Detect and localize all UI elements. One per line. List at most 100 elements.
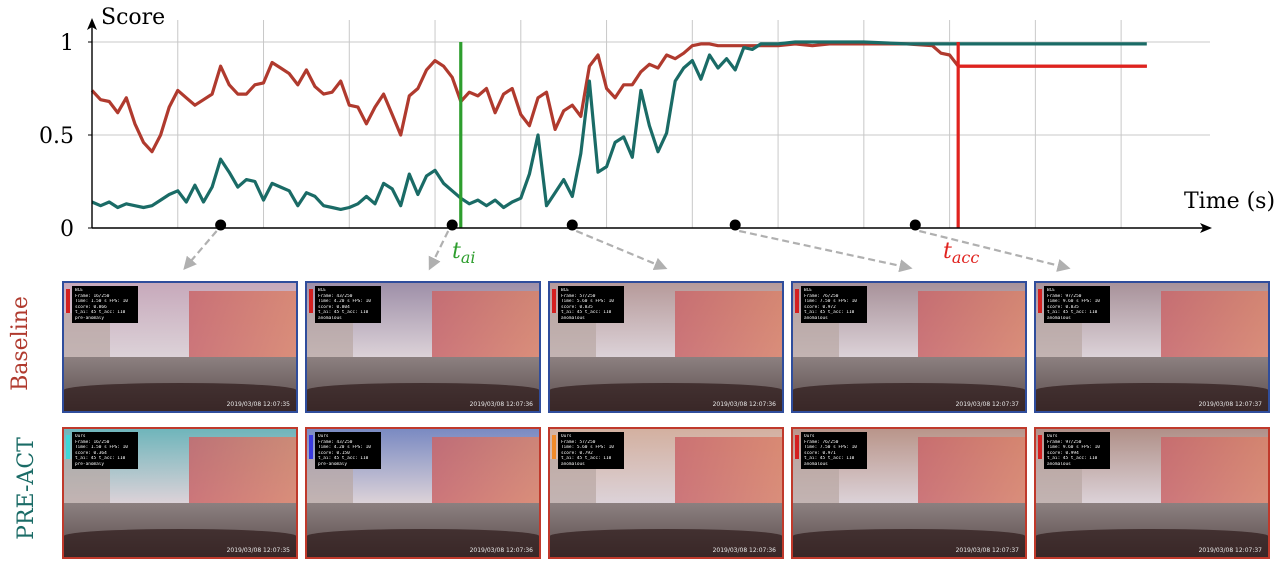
keyframe-arrow xyxy=(428,230,450,271)
score-bar xyxy=(795,289,799,313)
dashcam-scene xyxy=(550,429,782,557)
info-line: anomalous xyxy=(804,315,828,321)
dashcam-scene xyxy=(1036,429,1268,557)
marker-label-ai: tai xyxy=(452,239,476,267)
event-markers: tai tacc xyxy=(452,42,1147,267)
frame-timestamp: 2019/03/08 12:07:36 xyxy=(712,401,776,408)
info-line: anomalous xyxy=(561,461,585,467)
info-line: Frame: 16/250 xyxy=(75,439,110,445)
frame-timestamp: 2019/03/08 12:07:35 xyxy=(226,401,290,408)
info-line: t_ai: 45 t_acc: 110 xyxy=(318,456,369,461)
series-line-1 xyxy=(91,40,1147,211)
info-line: t_ai: 45 t_acc: 110 xyxy=(804,456,855,461)
grid-lines xyxy=(91,20,1210,228)
ours-frame: Ours Frame: 16/250 Time: 1.50 s FPS: 10 sco… xyxy=(62,427,298,559)
frame-timestamp: 2019/03/08 12:07:37 xyxy=(1198,547,1262,554)
info-line: Frame: 57/250 xyxy=(561,439,596,445)
info-line: BCE xyxy=(318,288,326,293)
info-line: score: 0.364 xyxy=(75,450,107,456)
info-line: Time: 9.60 s FPS: 10 xyxy=(1047,299,1100,304)
info-line: Frame: 43/250 xyxy=(318,439,353,445)
info-line: Frame: 97/250 xyxy=(1047,293,1082,299)
info-line: Time: 1.50 s FPS: 10 xyxy=(75,445,128,450)
keyframe-arrow xyxy=(738,229,913,273)
ours-frame: Ours Frame: 57/250 Time: 5.60 s FPS: 10 sco… xyxy=(548,427,784,559)
info-line: Time: 5.60 s FPS: 10 xyxy=(561,299,614,304)
score-bar xyxy=(66,435,70,459)
score-bar xyxy=(1038,435,1042,459)
score-bar xyxy=(309,289,313,313)
keyframe-dot xyxy=(909,219,921,231)
row-label-preact: PRE-ACT xyxy=(13,437,39,540)
keyframe-arrow xyxy=(919,229,1071,272)
info-line: Frame: 43/250 xyxy=(318,293,353,299)
info-line: Frame: 57/250 xyxy=(561,293,596,299)
frame-info-box: BCE Frame: 57/250 Time: 5.60 s FPS: 10 scor… xyxy=(558,286,624,323)
score-bar xyxy=(552,289,556,313)
info-line: t_ai: 45 t_acc: 110 xyxy=(561,456,612,461)
info-line: anomalous xyxy=(318,315,342,321)
info-line: Frame: 76/250 xyxy=(804,293,839,299)
info-line: Ours xyxy=(75,434,86,439)
info-line: score: 0.835 xyxy=(561,304,593,310)
ours-frame: Ours Frame: 43/250 Time: 4.20 s FPS: 10 sco… xyxy=(305,427,541,559)
frame-timestamp: 2019/03/08 12:07:36 xyxy=(469,547,533,554)
info-line: pre-anomaly xyxy=(318,461,348,467)
axes: 00.51 xyxy=(39,18,1212,242)
score-bar xyxy=(309,435,313,459)
baseline-frame: BCE Frame: 97/250 Time: 9.60 s FPS: 10 scor… xyxy=(1034,281,1270,413)
info-line: Ours xyxy=(561,434,572,439)
keyframe-arrow xyxy=(183,230,218,271)
info-line: score: 0.835 xyxy=(1047,304,1079,310)
info-line: score: 0.866 xyxy=(75,304,107,310)
frame-timestamp: 2019/03/08 12:07:37 xyxy=(955,401,1019,408)
keyframe-dot xyxy=(446,219,458,231)
info-line: BCE xyxy=(804,288,812,293)
info-line: score: 0.994 xyxy=(1047,450,1079,456)
score-chart: tai tacc 00.51 Score Time (s) xyxy=(39,5,1275,273)
frame-timestamp: 2019/03/08 12:07:35 xyxy=(226,547,290,554)
frame-info-box: BCE Frame: 16/250 Time: 1.50 s FPS: 10 scor… xyxy=(72,286,138,323)
info-line: Frame: 76/250 xyxy=(804,439,839,445)
keyframe-dot xyxy=(566,219,578,231)
ours-frame: Ours Frame: 97/250 Time: 9.60 s FPS: 10 sco… xyxy=(1034,427,1270,559)
frame-info-box: BCE Frame: 76/250 Time: 7.50 s FPS: 10 scor… xyxy=(801,286,867,323)
frame-info-box: BCE Frame: 97/250 Time: 9.60 s FPS: 10 scor… xyxy=(1044,286,1110,323)
info-line: Time: 1.50 s FPS: 10 xyxy=(75,299,128,304)
frame-info-box: BCE Frame: 43/250 Time: 4.20 s FPS: 10 scor… xyxy=(315,286,381,323)
info-line: anomalous xyxy=(561,315,585,321)
keyframe-dot xyxy=(215,219,227,231)
marker-label-acc: tacc xyxy=(943,239,979,267)
frame-timestamp: 2019/03/08 12:07:37 xyxy=(1198,401,1262,408)
frame-timestamp: 2019/03/08 12:07:36 xyxy=(712,547,776,554)
info-line: score: 0.972 xyxy=(804,304,836,310)
score-bar xyxy=(1038,289,1042,313)
frame-info-box: Ours Frame: 57/250 Time: 5.60 s FPS: 10 sco… xyxy=(558,432,624,469)
frame-info-box: Ours Frame: 16/250 Time: 1.50 s FPS: 10 sco… xyxy=(72,432,138,469)
info-line: anomalous xyxy=(804,461,828,467)
info-line: anomalous xyxy=(1047,461,1071,467)
info-line: t_ai: 45 t_acc: 110 xyxy=(561,310,612,315)
series-lines xyxy=(90,40,1147,211)
info-line: score: 0.804 xyxy=(318,304,350,310)
score-bar xyxy=(66,289,70,313)
info-line: score: 0.150 xyxy=(318,450,350,456)
info-line: pre-anomaly xyxy=(75,461,105,467)
info-line: BCE xyxy=(75,288,83,293)
info-line: Time: 7.50 s FPS: 10 xyxy=(804,299,857,304)
info-line: score: 0.792 xyxy=(561,450,593,456)
y-tick-label: 1 xyxy=(60,31,74,56)
keyframe-arrows xyxy=(183,219,1071,273)
info-line: BCE xyxy=(1047,288,1055,293)
series-line-0 xyxy=(90,42,1147,154)
info-line: Time: 5.60 s FPS: 10 xyxy=(561,445,614,450)
x-axis-arrow xyxy=(1200,223,1212,233)
info-line: score: 0.971 xyxy=(804,450,836,456)
ours-frame: Ours Frame: 76/250 Time: 7.50 s FPS: 10 sco… xyxy=(791,427,1027,559)
baseline-frame: BCE Frame: 57/250 Time: 5.60 s FPS: 10 scor… xyxy=(548,281,784,413)
info-line: Time: 4.20 s FPS: 10 xyxy=(318,299,371,304)
frame-timestamp: 2019/03/08 12:07:37 xyxy=(955,547,1019,554)
info-line: Time: 4.20 s FPS: 10 xyxy=(318,445,371,450)
keyframe-arrow xyxy=(575,229,668,271)
info-line: Time: 9.60 s FPS: 10 xyxy=(1047,445,1100,450)
